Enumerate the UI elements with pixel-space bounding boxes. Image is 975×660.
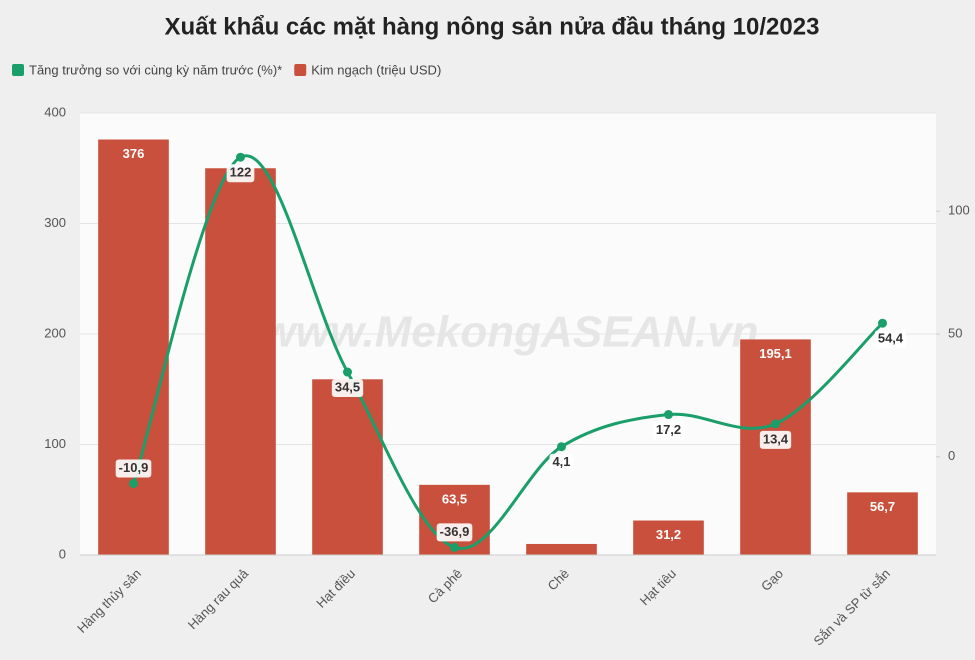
line-label: -10,9 xyxy=(119,460,149,475)
line-label-bg xyxy=(652,421,685,440)
line-label-group: 122 xyxy=(226,164,255,183)
line-label-group: 54,4 xyxy=(874,330,907,349)
bar xyxy=(205,168,276,555)
watermark: www.MekongASEAN.vn xyxy=(261,308,758,357)
line-label: 122 xyxy=(230,165,252,180)
line-label-bg xyxy=(331,379,364,398)
legend-label: Tăng trưởng so với cùng kỳ năm trước (%)… xyxy=(29,62,282,77)
y-tick-label: 200 xyxy=(44,325,66,340)
bar xyxy=(312,379,383,555)
bar xyxy=(98,139,169,555)
line-label-group: -36,9 xyxy=(436,523,473,542)
y-tick-label: 300 xyxy=(44,215,66,230)
line-point xyxy=(878,318,887,328)
line-point xyxy=(664,410,673,420)
line-point xyxy=(343,367,352,377)
y2-tick-label: 0 xyxy=(948,448,955,463)
line-label-bg xyxy=(759,430,792,449)
bar xyxy=(526,543,597,555)
bar-label: 56,7 xyxy=(870,499,895,514)
bar-label: 63,5 xyxy=(442,491,467,506)
y-tick-label: 100 xyxy=(44,436,66,451)
line-label-bg xyxy=(115,459,152,478)
line-point xyxy=(129,479,138,489)
line-point xyxy=(771,419,780,429)
line-label: 54,4 xyxy=(878,331,904,346)
line-label: 4,1 xyxy=(552,454,570,469)
bar xyxy=(633,520,704,555)
line-label-group: 17,2 xyxy=(652,421,685,440)
chart-title: Xuất khẩu các mặt hàng nông sản nửa đầu … xyxy=(165,13,820,40)
legend-swatch xyxy=(12,64,24,76)
bar-label: 376 xyxy=(123,146,145,161)
line-label-bg xyxy=(874,330,907,349)
y-tick-label: 400 xyxy=(44,104,66,119)
line-label-group: 4,1 xyxy=(549,453,574,472)
line-point xyxy=(557,442,566,452)
y-tick-label: 0 xyxy=(59,546,66,561)
bar-label: 31,2 xyxy=(656,527,681,542)
line-label: 17,2 xyxy=(656,422,681,437)
line-label-bg xyxy=(226,164,255,183)
line-label: -36,9 xyxy=(440,524,470,539)
line-point xyxy=(236,152,245,162)
line-label-bg xyxy=(549,453,574,472)
line-label-group: -10,9 xyxy=(115,459,152,478)
legend-swatch xyxy=(294,64,307,76)
y2-tick-label: 50 xyxy=(948,325,962,340)
y2-tick-label: 100 xyxy=(948,203,970,218)
legend-label: Kim ngạch (triệu USD) xyxy=(311,62,441,77)
bar xyxy=(847,492,918,555)
line-label: 34,5 xyxy=(335,379,360,394)
line-point xyxy=(450,542,459,552)
line-label-group: 34,5 xyxy=(331,379,364,398)
bar-label: 195,1 xyxy=(759,346,792,361)
line-label: 13,4 xyxy=(763,431,789,446)
line-label-bg xyxy=(436,523,473,542)
line-label-group: 13,4 xyxy=(759,430,792,449)
